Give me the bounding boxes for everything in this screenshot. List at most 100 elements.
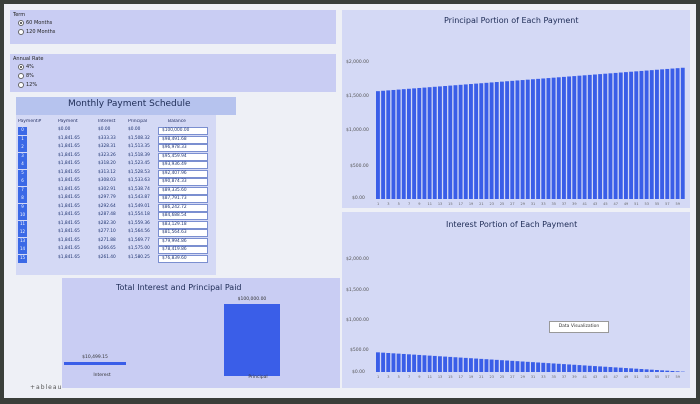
principal-bar[interactable] [593,74,597,200]
principal-bar[interactable] [510,80,515,199]
interest-bar[interactable] [649,369,654,372]
interest-bar[interactable] [396,353,401,372]
interest-bar[interactable] [484,359,489,372]
principal-bar[interactable] [665,68,670,199]
interest-bar[interactable] [608,367,613,372]
principal-bar[interactable] [401,89,406,199]
rate-option-4[interactable]: 4% [26,64,34,70]
interest-bar[interactable] [448,356,453,372]
principal-bar[interactable] [438,86,442,199]
interest-bar[interactable] [510,360,515,372]
principal-bar[interactable] [520,80,525,199]
interest-bar[interactable] [603,366,608,372]
principal-bar[interactable] [443,86,448,199]
principal-bar[interactable] [680,67,685,199]
principal-bar[interactable] [639,70,644,200]
interest-bar[interactable] [598,366,603,372]
interest-bar[interactable] [562,364,566,372]
principal-bar[interactable] [644,70,649,199]
principal-bar[interactable] [624,72,628,199]
interest-bar[interactable] [577,365,582,372]
principal-bar[interactable] [649,70,654,199]
term-option-120[interactable]: 120 Months [26,29,56,35]
interest-bar[interactable] [381,352,386,372]
interest-bar[interactable] [391,353,396,372]
interest-bar[interactable] [427,355,432,372]
principal-bar[interactable] [551,77,556,199]
interest-bar[interactable] [567,364,572,372]
term-radio-120[interactable] [18,29,24,35]
rate-option-8[interactable]: 8% [26,73,34,79]
term-radio-60[interactable] [18,20,24,26]
principal-bar[interactable] [427,87,432,199]
principal-bar[interactable] [567,76,572,199]
interest-bar[interactable] [515,361,520,372]
interest-bar[interactable] [474,358,479,372]
interest-bar[interactable] [670,370,675,372]
principal-bar[interactable] [587,74,592,199]
rate-option-12[interactable]: 12% [26,82,38,88]
principal-bar[interactable] [629,71,634,199]
principal-bar[interactable] [458,84,463,199]
principal-bar[interactable] [396,89,401,199]
interest-bar[interactable] [644,369,649,372]
interest-bar[interactable] [587,365,592,372]
principal-bar[interactable] [381,90,386,199]
interest-bar[interactable] [401,353,406,372]
interest-bar[interactable] [551,363,556,372]
rate-radio-8[interactable] [18,73,24,79]
interest-bar[interactable] [505,360,510,372]
interest-bar[interactable] [407,354,411,372]
principal-bar[interactable] [660,69,665,199]
interest-bar[interactable] [432,355,437,372]
principal-bar[interactable] [494,82,499,199]
principal-bar[interactable] [376,91,380,199]
interest-bar[interactable] [520,361,525,373]
rate-radio-4[interactable] [18,64,24,70]
principal-bar[interactable] [453,85,458,199]
interest-bar[interactable] [618,367,623,372]
rate-radio-12[interactable] [18,82,24,88]
principal-bar[interactable] [391,89,396,199]
interest-bar[interactable] [541,362,546,372]
interest-bar[interactable] [675,371,680,372]
principal-bar[interactable] [618,72,623,199]
principal-bar[interactable] [417,87,422,199]
principal-bar[interactable] [670,68,675,199]
interest-bar[interactable] [582,365,587,372]
principal-bar[interactable] [469,84,473,199]
interest-bar[interactable] [613,367,618,372]
principal-bar[interactable] [412,88,417,199]
principal-bar[interactable] [536,78,541,199]
principal-bar[interactable] [484,82,489,199]
total-bar-principal[interactable] [224,304,280,376]
principal-bar[interactable] [432,86,437,199]
interest-bar[interactable] [655,370,659,372]
principal-bar[interactable] [613,72,618,199]
interest-bar[interactable] [639,369,644,372]
interest-bar[interactable] [438,356,442,372]
interest-bar[interactable] [479,358,484,372]
principal-bar[interactable] [675,68,680,199]
interest-bar[interactable] [443,356,448,372]
principal-bar[interactable] [505,81,510,199]
interest-bar[interactable] [500,360,504,372]
principal-bar[interactable] [546,78,551,199]
interest-bar[interactable] [463,357,468,372]
interest-bar[interactable] [412,354,417,372]
principal-bar[interactable] [556,77,561,199]
principal-bar[interactable] [386,90,391,199]
interest-bar[interactable] [665,370,670,372]
principal-bar[interactable] [562,76,566,199]
interest-bar[interactable] [629,368,634,372]
principal-bar[interactable] [572,76,577,199]
interest-bar[interactable] [536,362,541,372]
interest-bar[interactable] [546,363,551,372]
principal-bar[interactable] [603,73,608,199]
interest-bar[interactable] [494,359,499,372]
principal-bar[interactable] [531,79,535,199]
interest-bar[interactable] [458,357,463,372]
principal-bar[interactable] [422,87,427,199]
interest-bar[interactable] [386,352,391,372]
principal-bar[interactable] [525,79,530,199]
